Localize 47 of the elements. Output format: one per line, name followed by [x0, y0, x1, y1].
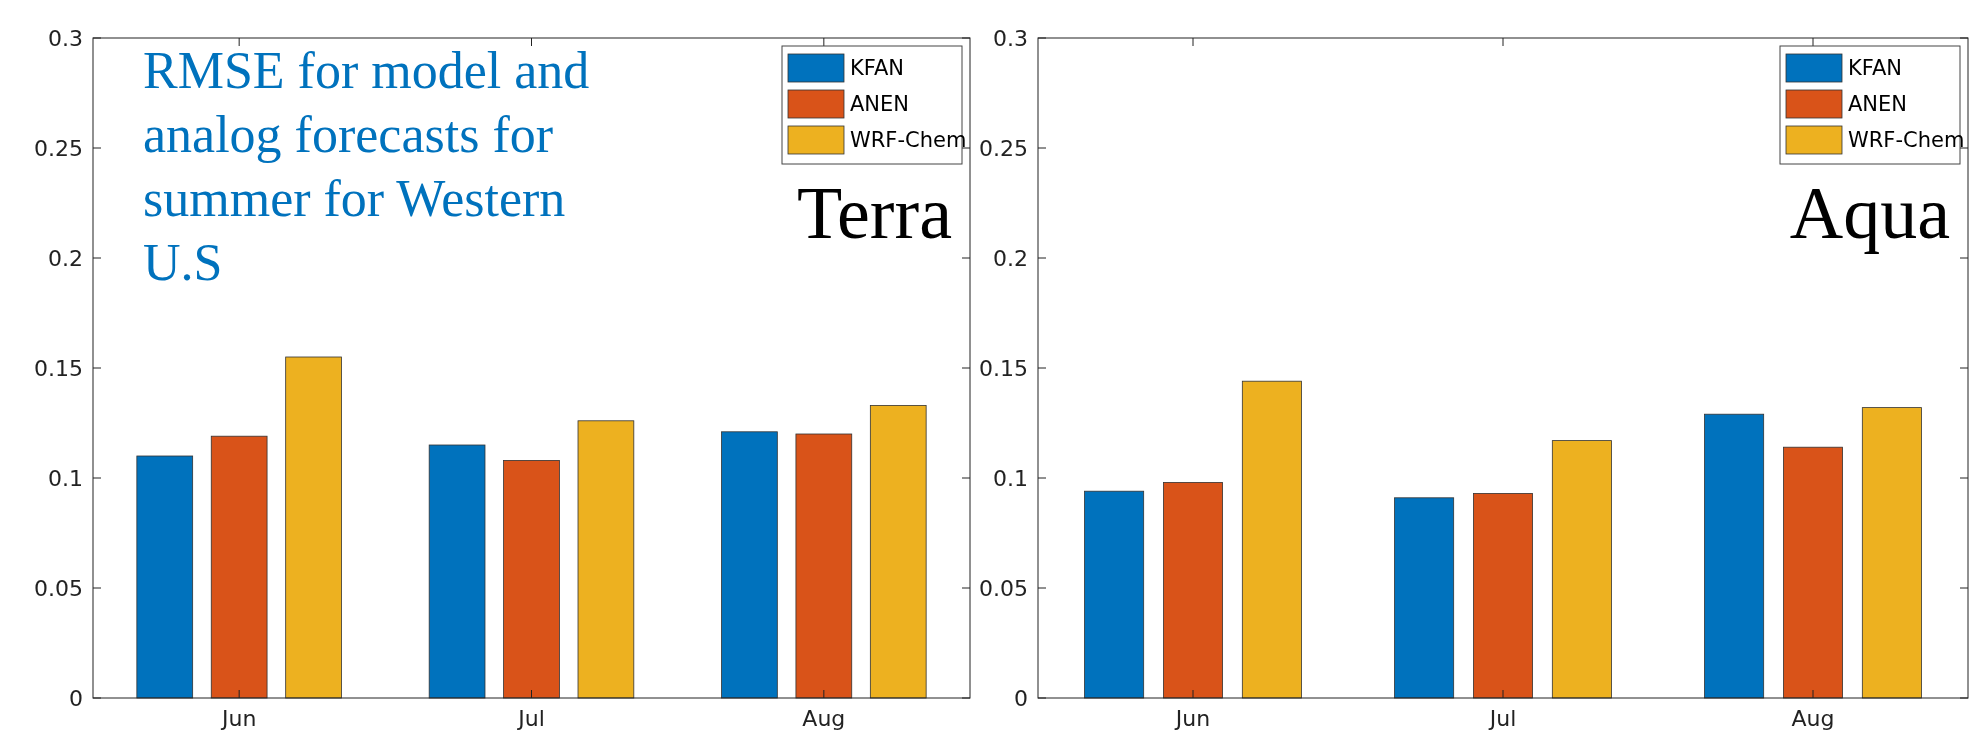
- bar: [1084, 490, 1145, 699]
- x-tick-label: Jul: [1487, 706, 1517, 731]
- y-tick-label: 0.2: [993, 245, 1028, 271]
- legend-label: KFAN: [1848, 56, 1902, 81]
- y-tick-label: 0.05: [979, 575, 1028, 601]
- bar: [136, 455, 194, 699]
- y-tick-label: 0.1: [48, 465, 83, 491]
- text: Terra: [796, 172, 952, 254]
- bar: [210, 435, 268, 699]
- bar: [1861, 407, 1922, 699]
- bar: [577, 420, 635, 699]
- y-tick-label: 0.2: [48, 245, 83, 271]
- x-tick-label: Jul: [516, 706, 545, 731]
- y-tick-label: 0.25: [34, 135, 83, 161]
- bar: [869, 405, 927, 699]
- bar: [1241, 380, 1302, 699]
- y-tick-label: 0.15: [979, 355, 1028, 381]
- legend-label: ANEN: [1848, 92, 1908, 117]
- x-tick-label: Jun: [1173, 706, 1211, 731]
- y-tick-label: 0.25: [979, 135, 1028, 161]
- bar: [1704, 413, 1765, 699]
- bar: [1163, 482, 1223, 699]
- legend-label: ANEN: [850, 92, 910, 117]
- legend-label: WRF-Chem: [1848, 128, 1965, 153]
- y-tick-label: 0: [69, 685, 83, 711]
- bar: [721, 431, 778, 699]
- x-tick-label: Aug: [802, 706, 846, 731]
- bar: [1394, 497, 1455, 699]
- y-tick-label: 0.05: [34, 575, 83, 601]
- bar: [285, 356, 342, 699]
- x-tick-label: Aug: [1791, 706, 1835, 731]
- annotation: RMSE for model and analog forecasts for summer for Western U.S: [143, 42, 590, 291]
- bar: [503, 460, 560, 699]
- y-tick-label: 0: [1014, 685, 1028, 711]
- bar: [1551, 440, 1612, 699]
- bar: [1473, 493, 1533, 699]
- text: Aqua: [1789, 172, 1950, 254]
- bar: [428, 444, 486, 699]
- y-tick-label: 0.1: [993, 465, 1028, 491]
- legend-label: KFAN: [850, 56, 904, 81]
- y-tick-label: 0.15: [34, 355, 83, 381]
- legend-label: WRF-Chem: [850, 128, 967, 153]
- y-tick-label: 0.3: [993, 25, 1028, 51]
- y-tick-label: 0.3: [48, 25, 83, 51]
- bar: [1783, 446, 1843, 699]
- x-tick-label: Jun: [219, 706, 257, 731]
- bar: [795, 433, 853, 699]
